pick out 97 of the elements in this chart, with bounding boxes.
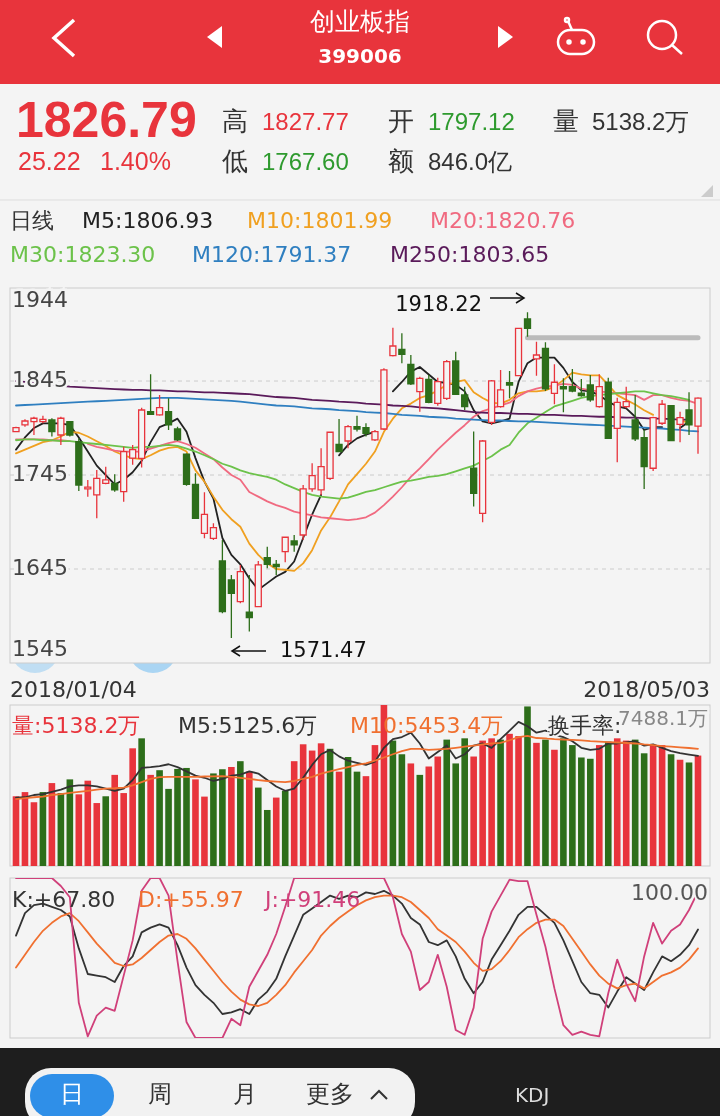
text: 更多: [306, 1080, 354, 1108]
text: M10:1801.99: [247, 208, 393, 233]
bar: [93, 803, 101, 866]
text: 高: [222, 106, 248, 136]
text: 5138.2万: [592, 108, 690, 135]
bar: [84, 780, 92, 866]
bar: [219, 769, 226, 866]
annotation: 1571.47: [280, 638, 367, 662]
bar: [434, 756, 442, 866]
text: 日线: [10, 208, 54, 233]
text: 日: [60, 1080, 84, 1108]
text: 846.0亿: [428, 148, 513, 175]
bar: [30, 802, 38, 866]
bar: [174, 768, 181, 866]
bar: [595, 745, 603, 866]
bar: [622, 740, 630, 866]
text: 2018/01/04: [10, 677, 137, 702]
text: 1797.12: [428, 108, 515, 135]
text: 1767.60: [262, 148, 349, 175]
bar: [398, 754, 406, 866]
text: 月: [233, 1080, 257, 1108]
text: M30:1823.30: [10, 242, 156, 267]
text: KDJ: [515, 1083, 550, 1107]
bar: [237, 761, 244, 866]
y-tick-label: 1645: [12, 555, 68, 581]
bar: [488, 738, 495, 866]
text: 1827.77: [262, 108, 349, 135]
bar: [587, 758, 594, 866]
annotation: 100.00: [631, 880, 708, 905]
bar: [254, 787, 262, 866]
bar: [542, 739, 549, 866]
y-tick-label: 1745: [12, 461, 68, 487]
bar: [102, 796, 110, 866]
bar: [676, 759, 684, 866]
bar: [201, 796, 208, 866]
bar: [694, 755, 702, 866]
annotation: 1918.22: [395, 292, 482, 316]
bar: [649, 745, 657, 866]
text: M120:1791.37: [192, 242, 352, 267]
bar: [578, 757, 585, 866]
chart-subtitle: 399006: [318, 44, 402, 68]
bar: [111, 774, 119, 866]
bar: [470, 756, 477, 866]
bar: [75, 794, 83, 866]
bar: [667, 754, 675, 866]
bar: [263, 809, 271, 866]
bar: [524, 706, 531, 866]
series-label: M5:5125.6万: [178, 713, 318, 738]
text: 额: [388, 146, 414, 176]
bar: [604, 741, 612, 866]
bar: [443, 739, 451, 866]
bar: [138, 738, 145, 866]
bar: [479, 740, 486, 866]
bar: [613, 738, 621, 866]
chart-title: 创业板指: [310, 7, 410, 36]
text: 1.40%: [100, 147, 171, 175]
bar: [425, 766, 433, 866]
bar: [452, 763, 460, 866]
text: 2018/05/03: [583, 677, 710, 702]
bar: [461, 738, 468, 866]
bar: [192, 779, 199, 866]
bar: [272, 797, 280, 866]
text: M20:1820.76: [430, 208, 576, 233]
bar: [685, 762, 693, 866]
bar: [335, 771, 343, 866]
bar: [156, 770, 163, 866]
bar: [120, 793, 127, 866]
bar: [165, 788, 172, 866]
text: 1826.79: [16, 92, 197, 148]
text: M250:1803.65: [390, 242, 550, 267]
text: 开: [388, 106, 414, 136]
bar: [246, 771, 253, 866]
text: 量: [553, 106, 579, 136]
bar: [533, 742, 540, 866]
bar: [129, 748, 136, 866]
bar: [228, 766, 235, 866]
bar: [407, 763, 415, 866]
bar: [497, 739, 504, 866]
y-tick-label: 1944: [12, 287, 68, 312]
text: 25.22: [18, 147, 81, 175]
bar: [569, 745, 576, 866]
series-label: 量:5138.2万: [12, 713, 141, 738]
bar: [281, 790, 289, 866]
bar: [353, 771, 361, 866]
bar: [506, 733, 513, 866]
bar: [210, 773, 217, 866]
bar: [551, 749, 558, 866]
bar: [640, 753, 648, 866]
bar: [560, 738, 567, 866]
bar: [515, 736, 522, 866]
bar: [147, 774, 154, 866]
bar: [183, 767, 190, 866]
bar: [416, 774, 424, 866]
bar: [362, 776, 370, 866]
text: M5:1806.93: [82, 208, 214, 233]
text: 周: [148, 1080, 172, 1108]
text: 低: [222, 146, 248, 176]
